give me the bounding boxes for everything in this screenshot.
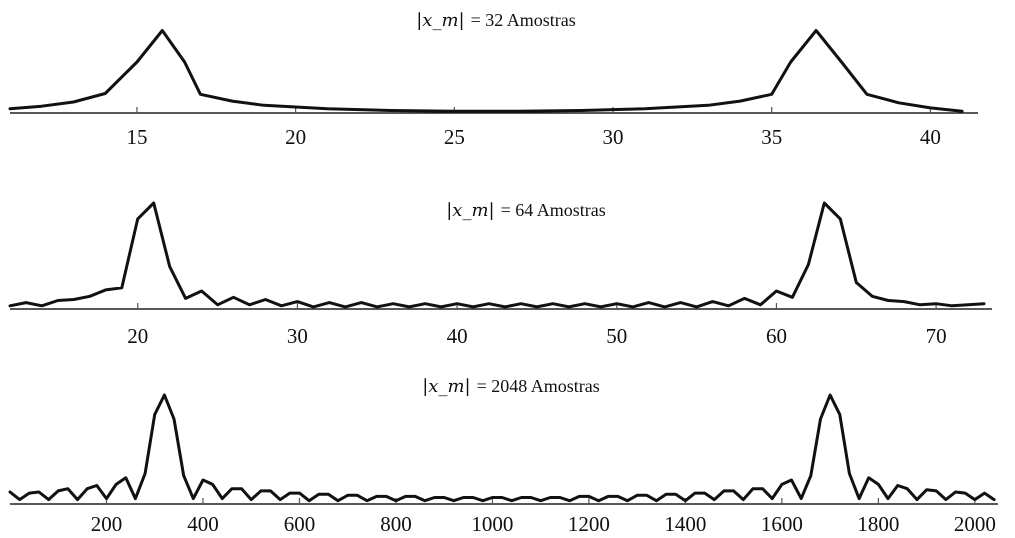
x-tick-label-70: 70 — [926, 324, 947, 348]
x-tick-label-40: 40 — [447, 324, 468, 348]
x-tick-label-50: 50 — [606, 324, 627, 348]
x-tick-label-600: 600 — [284, 512, 316, 536]
series-line-1 — [8, 393, 996, 503]
title-text: = 32 Amostras — [471, 10, 576, 30]
panel-1: |x_m| = 32 Amostras 15 20 25 30 35 40 — [8, 10, 978, 149]
title-math: |x_m| — [416, 10, 464, 31]
panel-2: |x_m| = 64 Amostras 20 30 40 50 60 70 — [8, 200, 992, 348]
series-line-1 — [8, 201, 986, 309]
x-tick-label-15: 15 — [126, 125, 147, 149]
x-tick-label-1000: 1000 — [471, 512, 513, 536]
title-text: = 64 Amostras — [501, 200, 606, 220]
x-tick-label-40: 40 — [920, 125, 941, 149]
x-tick-label-35: 35 — [761, 125, 782, 149]
x-tick-label-2000: 2000 — [954, 512, 996, 536]
x-tick-label-20: 20 — [127, 324, 148, 348]
x-tick-label-30: 30 — [603, 125, 624, 149]
x-tick-label-1400: 1400 — [664, 512, 706, 536]
title-text: = 2048 Amostras — [477, 376, 600, 396]
x-tick-label-1800: 1800 — [857, 512, 899, 536]
panel-3: |x_m| = 2048 Amostras 200 400 600 800 1000 1200… — [8, 376, 998, 536]
x-tick-label-30: 30 — [287, 324, 308, 348]
x-tick-label-20: 20 — [285, 125, 306, 149]
x-tick-label-400: 400 — [187, 512, 219, 536]
x-tick-label-1200: 1200 — [568, 512, 610, 536]
panel-2-title: |x_m| = 64 Amostras — [446, 200, 606, 221]
x-tick-label-1600: 1600 — [761, 512, 803, 536]
title-math: |x_m| — [446, 200, 494, 221]
series-line-1 — [8, 29, 964, 113]
x-tick-label-25: 25 — [444, 125, 465, 149]
panel-1-title: |x_m| = 32 Amostras — [416, 10, 576, 31]
x-tick-label-60: 60 — [766, 324, 787, 348]
panel-3-title: |x_m| = 2048 Amostras — [422, 376, 600, 397]
x-tick-label-200: 200 — [91, 512, 123, 536]
x-tick-label-800: 800 — [380, 512, 412, 536]
title-math: |x_m| — [422, 376, 470, 397]
